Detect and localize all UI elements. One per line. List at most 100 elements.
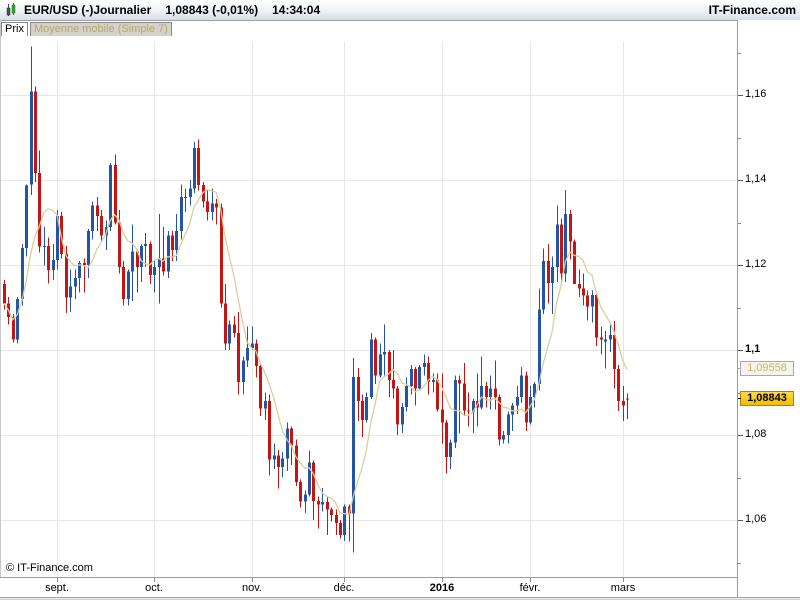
candle-body — [34, 91, 37, 173]
y-axis-label: 1,16 — [745, 88, 767, 100]
candle-body — [43, 245, 46, 247]
candle-body — [454, 379, 457, 443]
candle-body — [109, 165, 112, 227]
candle-body — [144, 243, 147, 246]
candle-body — [441, 409, 444, 423]
candle-body — [485, 386, 488, 397]
x-axis-tick — [252, 578, 253, 582]
x-axis-tick — [530, 578, 531, 582]
candle-body — [374, 339, 377, 376]
y-axis-label: 1,1 — [745, 343, 761, 355]
candle-body — [286, 428, 289, 459]
horizontal-scrollbar[interactable] — [0, 597, 800, 600]
candlestick-chart-svg — [0, 42, 737, 577]
candle-body — [604, 339, 607, 342]
candle-body — [560, 224, 563, 274]
brand-logo-text: IT-Finance.com — [708, 3, 796, 17]
candle-body — [538, 309, 541, 384]
candle-body — [326, 502, 329, 510]
candle-body — [25, 185, 28, 248]
last-price-tag: 1,08843 — [738, 391, 794, 407]
instrument-name: EUR/USD (-) — [24, 3, 94, 17]
candle-body — [578, 284, 581, 289]
candle-body — [127, 271, 130, 299]
candle-body — [237, 333, 240, 382]
moving-average-indicator-button[interactable]: Moyenne mobile (Simple 7) — [29, 22, 172, 37]
candle-body — [405, 386, 408, 407]
candle-body — [410, 369, 413, 387]
y-axis-minor-tick — [738, 477, 741, 479]
candle-body — [361, 401, 364, 421]
candle-body — [370, 339, 373, 397]
candle-body — [379, 354, 382, 376]
candle-body — [423, 362, 426, 367]
candle-body — [277, 455, 280, 467]
candle-body — [131, 251, 134, 272]
candle-body — [427, 362, 430, 382]
candle-body — [246, 347, 249, 361]
x-axis-label: févr. — [519, 582, 541, 594]
moving-average-line — [3, 189, 628, 516]
candle-body — [83, 262, 86, 265]
candle-body — [153, 267, 156, 275]
candle-body — [617, 369, 620, 401]
candle-body — [87, 231, 90, 265]
y-axis-label: 1,12 — [745, 258, 767, 270]
candle-body — [317, 500, 320, 505]
y-axis-tick — [738, 520, 743, 521]
candle-body — [542, 260, 545, 310]
candle-body — [162, 258, 165, 272]
x-axis-line — [0, 577, 737, 578]
candle-body — [383, 352, 386, 355]
y-axis-minor-tick — [738, 137, 741, 139]
candle-body — [136, 251, 139, 268]
y-axis-minor-tick — [738, 392, 741, 394]
candle-body — [16, 299, 19, 340]
candle-body — [122, 267, 125, 299]
candle-body — [365, 396, 368, 421]
candle-body — [100, 216, 103, 236]
candlestick-chart-area[interactable] — [0, 36, 737, 577]
candle-body — [582, 288, 585, 296]
candle-body — [339, 522, 342, 535]
candle-body — [175, 231, 178, 251]
candle-body — [96, 205, 99, 217]
candle-body — [449, 442, 452, 458]
price-tag-tick — [738, 398, 741, 400]
candle-body — [304, 494, 307, 502]
candle-body — [21, 248, 24, 299]
y-axis-minor-tick — [738, 222, 741, 224]
candle-body — [445, 422, 448, 458]
x-axis-label: déc. — [333, 582, 355, 594]
candle-body — [91, 205, 94, 231]
price-settings-button[interactable]: Prix — [1, 22, 28, 37]
candle-body — [516, 396, 519, 406]
candle-body — [463, 383, 466, 411]
candle-body — [140, 245, 143, 268]
candle-body — [242, 360, 245, 382]
candle-body — [189, 188, 192, 197]
candle-body — [595, 294, 598, 338]
candle-body — [259, 366, 262, 409]
candle-body — [626, 398, 629, 400]
candle-body — [330, 509, 333, 515]
candle-body — [56, 216, 59, 260]
x-axis-label: mars — [610, 582, 636, 594]
candle-body — [290, 428, 293, 446]
candle-body — [507, 414, 510, 435]
candle-body — [472, 401, 475, 412]
candle-body — [233, 324, 236, 333]
candle-body — [211, 203, 214, 212]
candle-body — [352, 377, 355, 514]
y-axis-label: 1,14 — [745, 173, 767, 185]
x-axis-label: nov. — [242, 582, 262, 594]
candle-body — [525, 375, 528, 423]
candle-body — [502, 435, 505, 440]
candle-body — [489, 388, 492, 397]
candle-body — [12, 316, 15, 340]
candle-body — [498, 396, 501, 440]
y-axis-tick — [738, 350, 743, 351]
plot-left-border — [0, 20, 1, 597]
candle-body — [573, 241, 576, 285]
y-axis-tick — [738, 95, 743, 96]
